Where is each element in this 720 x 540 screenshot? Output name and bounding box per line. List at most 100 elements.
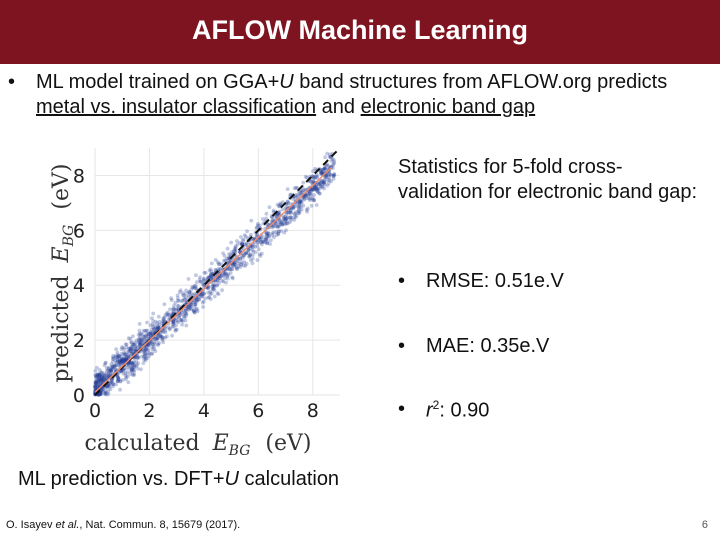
data-point (228, 271, 233, 275)
fit-line (94, 166, 333, 393)
data-point (288, 193, 292, 197)
data-point (285, 216, 289, 221)
data-point (245, 229, 250, 234)
caption-italic: U (224, 468, 239, 490)
data-point (174, 318, 178, 323)
data-point (187, 290, 192, 295)
data-point (225, 276, 230, 281)
data-point (184, 308, 189, 313)
data-point (244, 250, 249, 255)
data-point (235, 266, 240, 271)
data-point (105, 384, 110, 389)
data-point (117, 354, 121, 358)
data-point (305, 196, 309, 201)
data-point (251, 249, 256, 254)
data-point (297, 211, 302, 215)
data-point (206, 286, 210, 291)
data-point (132, 360, 136, 364)
data-point (248, 246, 253, 251)
data-point (93, 380, 98, 384)
data-point (149, 327, 154, 332)
data-point (153, 336, 157, 341)
data-point (181, 291, 185, 295)
data-point (139, 342, 143, 346)
data-point (175, 319, 180, 323)
data-point (298, 191, 303, 196)
data-point (250, 261, 255, 266)
data-point (152, 340, 156, 345)
data-point (126, 363, 131, 367)
title-bar: AFLOW Machine Learning (0, 0, 720, 64)
data-point (125, 370, 130, 374)
data-point (160, 319, 165, 323)
data-point (98, 373, 102, 378)
data-point (305, 175, 309, 180)
data-point (95, 384, 100, 388)
data-point (243, 234, 248, 239)
data-point (243, 241, 247, 246)
data-point (200, 292, 205, 296)
data-point (302, 196, 307, 201)
data-point (314, 186, 319, 191)
data-point (299, 199, 303, 204)
data-point (326, 181, 331, 186)
data-point (124, 377, 128, 382)
data-point (313, 187, 318, 191)
data-point (233, 248, 238, 253)
data-point (176, 315, 181, 319)
data-point (329, 159, 334, 163)
data-point (110, 365, 115, 369)
data-point (149, 330, 153, 334)
data-point (189, 302, 193, 307)
data-point (332, 160, 337, 165)
data-point (257, 223, 262, 228)
data-point (130, 366, 134, 371)
chart-grid (94, 148, 340, 396)
data-point (138, 337, 142, 342)
data-point (128, 372, 132, 376)
data-point (202, 270, 207, 275)
data-point (97, 378, 101, 383)
data-point (220, 288, 225, 293)
data-point (249, 218, 254, 223)
data-point (154, 335, 159, 340)
data-point (284, 228, 288, 233)
data-point (318, 184, 323, 188)
data-point (131, 342, 136, 346)
data-point (155, 336, 160, 341)
data-point (151, 326, 156, 331)
x-tick-label: 6 (252, 400, 264, 422)
data-point (321, 167, 326, 172)
data-point (319, 184, 324, 189)
data-point (278, 221, 283, 226)
data-point (153, 337, 158, 342)
data-point (326, 164, 331, 168)
data-point (115, 379, 120, 384)
data-point (211, 283, 216, 288)
data-point (198, 279, 203, 284)
data-point (102, 373, 107, 377)
data-point (243, 264, 248, 268)
data-point (282, 230, 287, 235)
data-point (179, 299, 184, 304)
data-point (177, 313, 182, 317)
data-point (297, 201, 302, 206)
data-point (145, 320, 149, 325)
data-point (163, 313, 168, 317)
data-point (148, 331, 153, 336)
data-point (125, 366, 129, 370)
data-point (178, 312, 182, 317)
data-point (130, 348, 135, 353)
data-point (154, 338, 159, 343)
data-point (176, 304, 181, 308)
data-point (183, 311, 188, 315)
data-point (265, 233, 269, 238)
data-point (95, 374, 100, 379)
data-point (128, 347, 133, 351)
data-point (238, 256, 243, 261)
data-point (212, 284, 216, 289)
data-point (114, 360, 119, 365)
data-point (129, 352, 134, 356)
data-point (209, 261, 214, 266)
data-point (190, 285, 195, 290)
